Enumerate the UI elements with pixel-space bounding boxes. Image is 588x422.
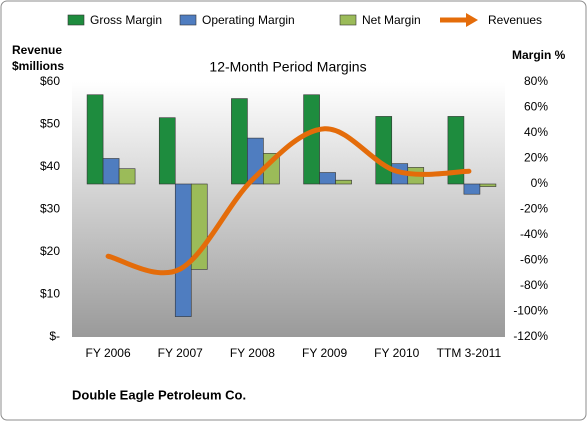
y2-tick-label: 0% xyxy=(531,176,549,190)
chart-title: 12-Month Period Margins xyxy=(209,59,366,75)
legend-key xyxy=(339,14,357,26)
bar xyxy=(447,116,465,185)
legend-label: Operating Margin xyxy=(202,13,295,27)
bar xyxy=(174,183,192,317)
legend-key xyxy=(67,14,85,26)
x-tick-label: TTM 3-2011 xyxy=(437,346,502,360)
y2-tick-label: -80% xyxy=(520,278,548,292)
y-tick-label: $- xyxy=(49,329,60,343)
x-tick-label: FY 2006 xyxy=(86,346,131,360)
y2-tick-label: 20% xyxy=(524,151,548,165)
legend-key xyxy=(466,13,478,27)
y-tick-label: $30 xyxy=(40,202,60,216)
y2-tick-label: -60% xyxy=(520,253,548,267)
line xyxy=(105,126,472,276)
bar xyxy=(102,158,120,185)
y2-axis-title: Margin % xyxy=(512,48,566,62)
footer: Double Eagle Petroleum Co. xyxy=(72,387,246,402)
y2-tick-label: -120% xyxy=(513,329,548,343)
y2-tick-label: -40% xyxy=(520,227,548,241)
x-tick-label: FY 2010 xyxy=(374,346,419,360)
bar xyxy=(303,94,320,185)
x-tick-label: FY 2008 xyxy=(230,346,275,360)
legend-label: Gross Margin xyxy=(90,13,162,27)
plot-area xyxy=(72,82,505,337)
x-tick-label: FY 2007 xyxy=(158,346,203,360)
y2-tick-label: 80% xyxy=(524,74,548,88)
bar xyxy=(335,179,352,185)
legend-label: Revenues xyxy=(488,13,542,27)
y-tick-label: $20 xyxy=(40,244,60,258)
legend-label: Net Margin xyxy=(362,13,421,27)
bar xyxy=(479,183,497,187)
y-tick-label: $50 xyxy=(40,117,60,131)
bar xyxy=(375,116,393,185)
legend-key xyxy=(179,14,197,26)
bar xyxy=(158,117,176,185)
y-tick-label: $40 xyxy=(40,159,60,173)
y2-tick-label: -20% xyxy=(520,202,548,216)
y2-tick-label: 40% xyxy=(524,125,548,139)
y2-tick-label: 60% xyxy=(524,100,548,114)
y-tick-label: $10 xyxy=(40,287,60,301)
bar xyxy=(231,98,248,185)
y2-tick-label: -100% xyxy=(513,304,548,318)
y-tick-label: $60 xyxy=(40,74,60,88)
x-tick-label: FY 2009 xyxy=(302,346,347,360)
bar xyxy=(319,172,336,185)
y-axis-title: Revenue $millions xyxy=(12,43,65,73)
bar xyxy=(118,168,136,185)
bar xyxy=(463,183,481,195)
bar xyxy=(86,94,104,185)
